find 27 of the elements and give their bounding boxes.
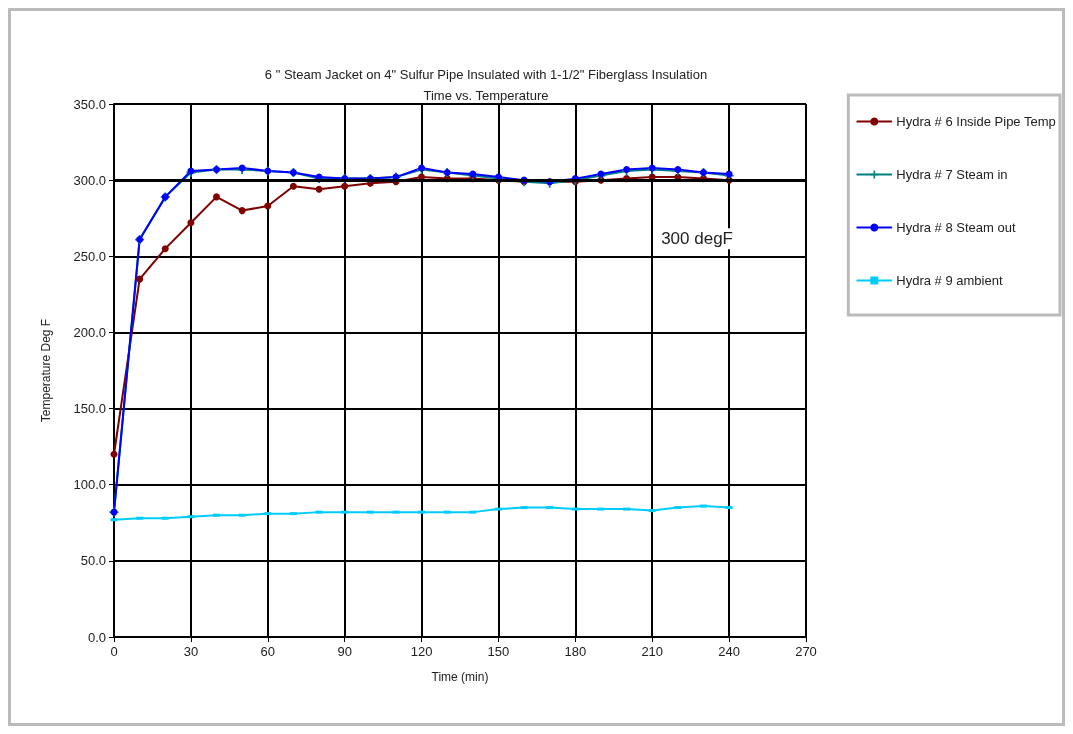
legend-label: Hydra # 8 Steam out (896, 220, 1016, 235)
y-tick-label: 50.0 (80, 553, 106, 569)
x-tick-label: 30 (183, 644, 199, 659)
x-tick-label: 240 (718, 644, 740, 659)
x-tick-label: 120 (410, 644, 433, 659)
x-tick-label: 210 (641, 644, 664, 659)
legend-label: Hydra # 6 Inside Pipe Temp (896, 114, 1056, 129)
x-tick-label: 90 (337, 644, 352, 659)
y-axis-title: Temperature Deg F (39, 318, 53, 423)
x-axis-title: Time (min) (431, 670, 489, 684)
chart-subtitle: Time vs. Temperature (423, 88, 549, 103)
y-tick-label: 0.0 (87, 629, 106, 645)
y-tick-label: 300.0 (73, 172, 106, 188)
ref-line-label: 300 degF (661, 229, 733, 249)
y-tick-label: 250.0 (73, 248, 106, 264)
x-tick-label: 150 (487, 644, 510, 659)
legend-label: Hydra # 7 Steam in (896, 167, 1008, 182)
legend-label: Hydra # 9 ambient (896, 273, 1003, 288)
chart-title: 6 " Steam Jacket on 4" Sulfur Pipe Insulated with 1-1/2" Fiberglass Insulation (264, 67, 708, 82)
x-tick-label: 60 (260, 644, 276, 659)
y-tick-label: 100.0 (73, 477, 106, 493)
x-tick-label: 0 (110, 644, 118, 659)
y-tick-label: 150.0 (73, 401, 106, 417)
y-tick-label: 350.0 (73, 96, 106, 112)
x-tick-label: 270 (795, 644, 817, 659)
x-tick-label: 180 (564, 644, 587, 659)
y-tick-label: 200.0 (73, 324, 106, 340)
